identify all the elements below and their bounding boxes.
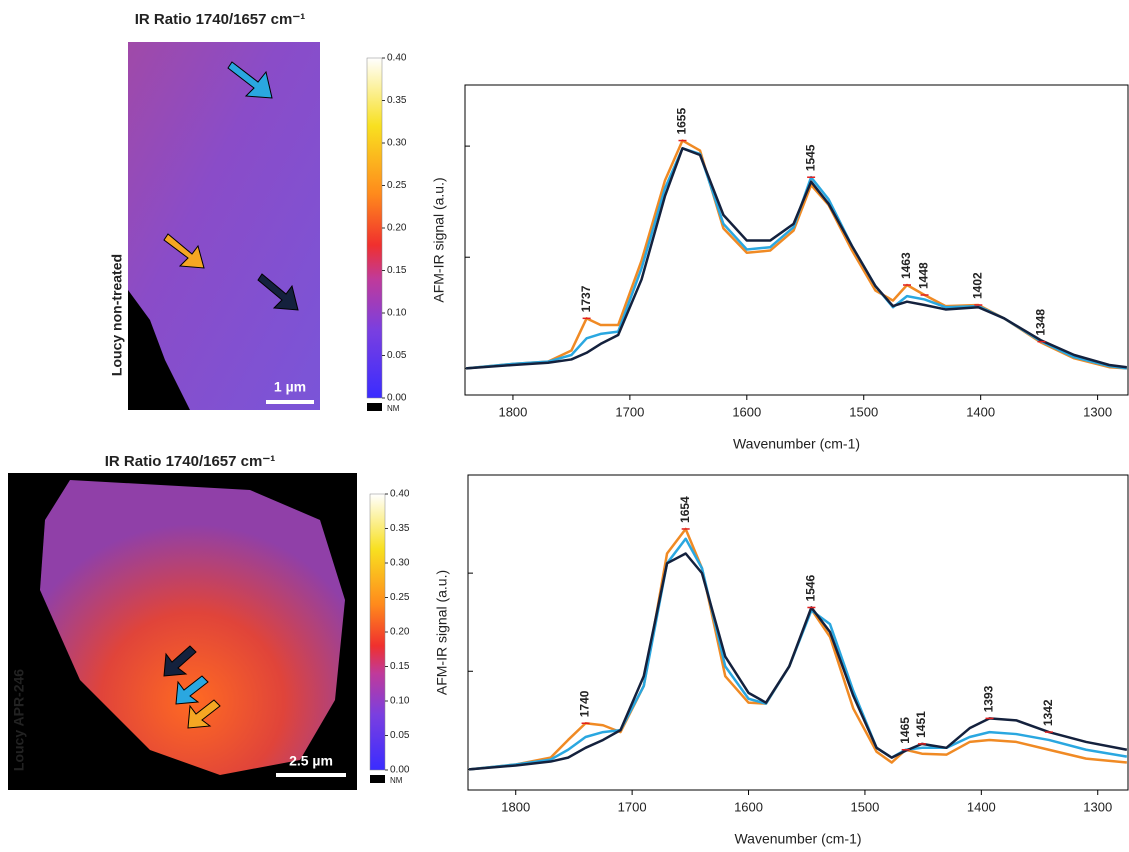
x-tick-label: 1600: [732, 404, 761, 419]
peak-label: 1342: [1041, 699, 1055, 726]
spectrum-line: [469, 537, 1128, 771]
peak-label: 1348: [1034, 309, 1048, 336]
plot-frame: [467, 474, 1129, 791]
colorbar-tick-label: 0.20: [390, 627, 410, 638]
nm-swatch: [367, 403, 382, 411]
colorbar-tick-label: 0.25: [387, 180, 407, 191]
x-tick-label: 1700: [618, 799, 647, 814]
x-axis-label: Wavenumber (cm-1): [734, 831, 861, 847]
peak-label: 1463: [899, 252, 913, 279]
x-tick-label: 1800: [498, 404, 527, 419]
colorbar-tick-label: 0.25: [390, 592, 410, 603]
colorbar-tick-label: 0.35: [390, 523, 410, 534]
x-tick-label: 1300: [1083, 799, 1112, 814]
x-tick-label: 1300: [1083, 404, 1112, 419]
x-axis-label: Wavenumber (cm-1): [733, 436, 860, 452]
arrow: [187, 699, 221, 729]
map-title: IR Ratio 1740/1657 cm⁻¹: [135, 11, 306, 28]
arrow: [257, 273, 299, 311]
x-tick-label: 1700: [615, 404, 644, 419]
peak-label: 1740: [578, 690, 592, 717]
peak-label: 1654: [678, 496, 692, 523]
scale-bar-label: 1 µm: [274, 379, 306, 395]
peak-label: 1393: [982, 685, 996, 712]
peak-label: 1451: [914, 711, 928, 738]
colorbar-tick-label: 0.35: [387, 95, 407, 106]
colorbar-tick-label: 0.05: [387, 350, 407, 361]
x-tick-label: 1800: [501, 799, 530, 814]
arrow: [163, 645, 197, 677]
peak-label: 1465: [898, 717, 912, 744]
plot-frame: [464, 84, 1129, 396]
peak-label: 1448: [917, 262, 931, 289]
peak-label: 1402: [970, 272, 984, 299]
peak-label: 1546: [804, 574, 818, 601]
colorbar-tick-label: 0.15: [387, 265, 407, 276]
colorbar-tick-label: 0.40: [390, 489, 410, 500]
spectrum-line: [469, 527, 1127, 771]
colorbar-tick-label: 0.05: [390, 730, 410, 741]
spectrum-line: [469, 552, 1128, 771]
spectrum-line: [466, 147, 1127, 370]
x-tick-label: 1500: [849, 404, 878, 419]
x-tick-label: 1400: [967, 799, 996, 814]
nm-label: NM: [390, 776, 403, 785]
scale-bar-label: 2.5 µm: [289, 753, 333, 769]
colorbar-tick-label: 0.20: [387, 223, 407, 234]
colorbar: [369, 493, 386, 771]
spectrum-line: [466, 147, 1127, 370]
map-region: [40, 480, 345, 775]
y-axis-label: AFM-IR signal (a.u.): [434, 570, 450, 695]
x-tick-label: 1400: [966, 404, 995, 419]
sample-label: Loucy APR-246: [11, 669, 27, 771]
colorbar: [366, 57, 383, 399]
colorbar-tick-label: 0.15: [390, 661, 410, 672]
colorbar-tick-label: 0.30: [387, 138, 407, 149]
map-title: IR Ratio 1740/1657 cm⁻¹: [105, 453, 276, 470]
colorbar-tick-label: 0.10: [390, 696, 410, 707]
x-tick-label: 1600: [734, 799, 763, 814]
nm-label: NM: [387, 404, 400, 413]
colorbar-tick-label: 0.00: [390, 765, 410, 776]
arrow: [227, 61, 273, 99]
sample-label: Loucy non-treated: [109, 254, 125, 376]
peak-label: 1737: [579, 285, 593, 312]
arrow: [175, 675, 209, 705]
nm-swatch: [370, 775, 385, 783]
y-axis-label: AFM-IR signal (a.u.): [431, 177, 447, 302]
colorbar-tick-label: 0.40: [387, 53, 407, 64]
map-mask: [128, 290, 190, 410]
x-tick-label: 1500: [850, 799, 879, 814]
colorbar-tick-label: 0.00: [387, 393, 407, 404]
colorbar-tick-label: 0.10: [387, 308, 407, 319]
colorbar-tick-label: 0.30: [390, 558, 410, 569]
arrow: [163, 233, 205, 269]
peak-label: 1655: [675, 108, 689, 135]
peak-label: 1545: [803, 144, 817, 171]
